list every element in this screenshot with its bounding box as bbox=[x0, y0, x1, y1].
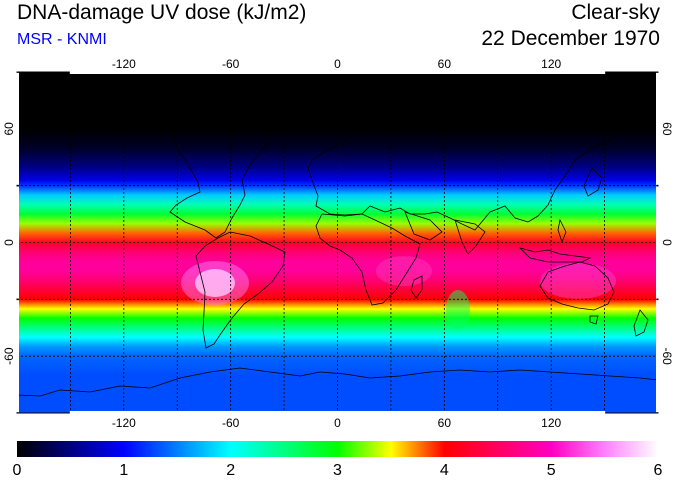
left-tick-mark bbox=[16, 300, 19, 413]
longitude-label-bottom: -120 bbox=[112, 416, 136, 430]
africa-hotspot bbox=[376, 256, 432, 286]
source-label: MSR - KNMI bbox=[17, 31, 107, 48]
longitude-label-bottom: 120 bbox=[541, 416, 561, 430]
map-title: DNA-damage UV dose (kJ/m2) bbox=[17, 1, 307, 24]
bottom-tick-mark bbox=[69, 411, 178, 414]
frame-ticks bbox=[16, 71, 659, 414]
bottom-tick-mark bbox=[176, 411, 285, 414]
australia-coast bbox=[539, 261, 615, 311]
longitude-label-bottom: -60 bbox=[222, 416, 240, 430]
south-america-hotspot bbox=[181, 261, 249, 305]
australia-hotspot bbox=[540, 263, 616, 299]
sky-condition-label: Clear-sky bbox=[571, 1, 660, 24]
colorbar-label: 2 bbox=[226, 462, 235, 479]
coastlines bbox=[17, 72, 658, 397]
latitude-label-right: 0 bbox=[660, 239, 674, 246]
colorbar-label: 6 bbox=[654, 462, 663, 479]
colorbar: 0 1 2 3 4 5 6 bbox=[13, 441, 663, 479]
colorbar-label: 5 bbox=[547, 462, 556, 479]
latitude-labels-right: 60 0 -60 bbox=[660, 122, 674, 365]
indian-ocean-streak bbox=[446, 290, 470, 330]
colorbar-label: 3 bbox=[333, 462, 342, 479]
left-tick-mark bbox=[16, 186, 19, 299]
latitude-label-right: 60 bbox=[660, 122, 674, 136]
latitude-label-left: 60 bbox=[2, 122, 16, 136]
north-america-coast bbox=[17, 77, 279, 239]
top-tick-mark bbox=[390, 71, 499, 74]
colorbar-label: 0 bbox=[13, 462, 22, 479]
left-tick-mark bbox=[16, 72, 19, 185]
india-coast bbox=[454, 219, 486, 255]
date-label: 22 December 1970 bbox=[481, 27, 660, 50]
madagascar-coast bbox=[410, 275, 423, 299]
eurasia-coast bbox=[307, 83, 658, 231]
bottom-tick-mark bbox=[390, 411, 499, 414]
latitude-labels-left: 60 0 -60 bbox=[2, 122, 16, 365]
top-tick-mark bbox=[176, 71, 285, 74]
longitude-label-bottom: 0 bbox=[334, 416, 341, 430]
hotspots bbox=[181, 256, 616, 330]
top-tick-mark bbox=[497, 71, 606, 74]
colorbar-label: 1 bbox=[119, 462, 128, 479]
philippines-coast bbox=[557, 218, 567, 244]
latitude-label-left: 0 bbox=[2, 239, 16, 246]
longitude-label-top: 60 bbox=[438, 57, 452, 71]
south-america-coast bbox=[195, 231, 286, 349]
africa-coast bbox=[315, 213, 421, 306]
right-tick-mark bbox=[656, 300, 659, 413]
tasmania-coast bbox=[589, 315, 599, 325]
longitude-label-top: 120 bbox=[541, 57, 561, 71]
longitude-label-top: 0 bbox=[334, 57, 341, 71]
antarctica-coast bbox=[17, 367, 658, 397]
colorbar-label: 4 bbox=[440, 462, 449, 479]
latitude-label-left: -60 bbox=[2, 347, 16, 365]
latitude-label-right: -60 bbox=[660, 347, 674, 365]
longitude-labels-top: -120 -60 0 60 120 bbox=[112, 57, 562, 71]
graticule bbox=[17, 72, 658, 413]
japan-coast bbox=[583, 167, 603, 197]
andes-hotspot bbox=[195, 269, 235, 297]
right-tick-mark bbox=[656, 186, 659, 299]
longitude-label-top: -120 bbox=[112, 57, 136, 71]
top-tick-mark bbox=[69, 71, 178, 74]
longitude-label-bottom: 60 bbox=[438, 416, 452, 430]
arabia-coast bbox=[404, 211, 443, 241]
longitude-labels-bottom: -120 -60 0 60 120 bbox=[112, 416, 562, 430]
colorbar-labels: 0 1 2 3 4 5 6 bbox=[13, 462, 663, 479]
new-zealand-coast bbox=[633, 309, 649, 337]
longitude-label-top: -60 bbox=[222, 57, 240, 71]
top-tick-mark bbox=[283, 71, 392, 74]
right-tick-mark bbox=[656, 72, 659, 185]
bottom-tick-mark bbox=[497, 411, 606, 414]
indonesia-coast bbox=[518, 247, 592, 263]
map-panel bbox=[16, 71, 659, 414]
colorbar-gradient bbox=[17, 441, 658, 457]
bottom-tick-mark bbox=[283, 411, 392, 414]
